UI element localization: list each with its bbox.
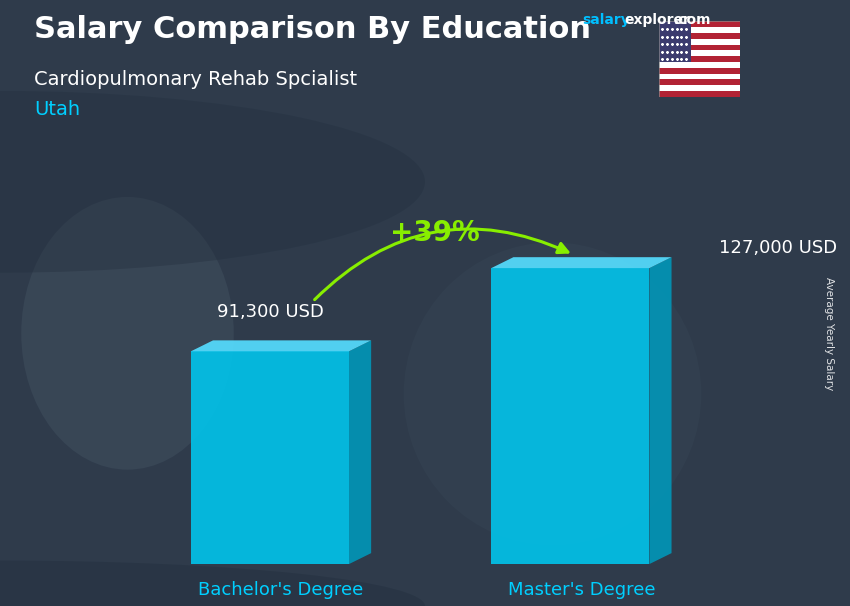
Bar [659,50,740,56]
Bar [659,56,740,62]
Bar [659,91,740,97]
Polygon shape [491,257,672,268]
Text: Master's Degree: Master's Degree [507,582,655,599]
Bar [191,351,349,564]
Bar [659,79,740,85]
Bar [659,21,740,27]
Ellipse shape [404,242,701,545]
Polygon shape [649,257,672,564]
Text: Bachelor's Degree: Bachelor's Degree [198,582,364,599]
Bar [659,39,740,44]
Bar [659,62,740,68]
Text: salary: salary [582,13,630,27]
Polygon shape [349,341,371,564]
Bar [659,85,740,91]
Bar [659,74,740,79]
Text: 91,300 USD: 91,300 USD [217,304,323,322]
Polygon shape [191,341,371,351]
Text: +39%: +39% [390,219,480,247]
Text: 127,000 USD: 127,000 USD [719,239,837,257]
Ellipse shape [21,197,234,470]
Bar [659,33,740,39]
Text: Average Yearly Salary: Average Yearly Salary [824,277,834,390]
Bar [659,68,740,74]
Text: .com: .com [674,13,711,27]
Bar [659,44,740,50]
Ellipse shape [0,91,425,273]
Bar [659,27,740,33]
Text: Salary Comparison By Education: Salary Comparison By Education [34,15,591,44]
Text: explorer: explorer [625,13,690,27]
Text: Cardiopulmonary Rehab Spcialist: Cardiopulmonary Rehab Spcialist [34,70,357,88]
Text: Utah: Utah [34,100,80,119]
Ellipse shape [0,561,425,606]
Bar [491,268,649,564]
Bar [659,21,691,62]
